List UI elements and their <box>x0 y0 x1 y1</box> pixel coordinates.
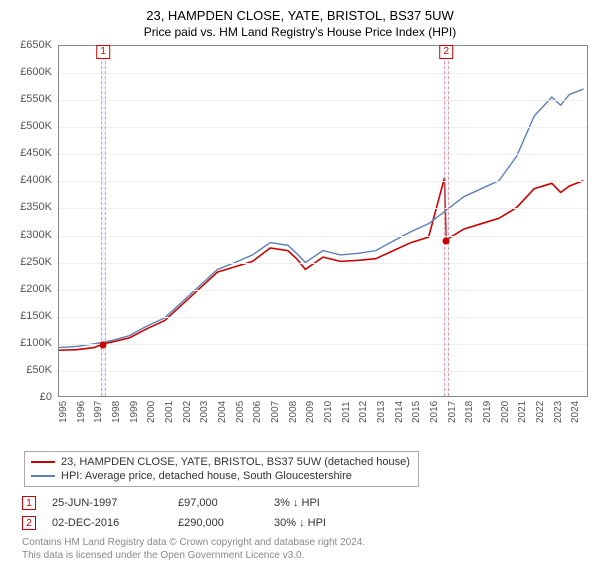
y-tick-label: £100K <box>20 337 52 349</box>
transaction-row: 2 02-DEC-2016 £290,000 30% ↓ HPI <box>22 513 590 533</box>
y-tick-label: £450K <box>20 147 52 159</box>
x-tick-label: 1999 <box>129 401 140 423</box>
gridline <box>59 100 587 101</box>
legend-item: 23, HAMPDEN CLOSE, YATE, BRISTOL, BS37 5… <box>31 455 410 469</box>
transaction-marker-num: 1 <box>22 496 36 510</box>
gridline <box>59 236 587 237</box>
x-tick-label: 2014 <box>394 401 405 423</box>
x-tick-label: 2019 <box>482 401 493 423</box>
y-tick-label: £350K <box>20 201 52 213</box>
transaction-row: 1 25-JUN-1997 £97,000 3% ↓ HPI <box>22 493 590 513</box>
gridline <box>59 263 587 264</box>
gridline <box>59 208 587 209</box>
x-tick-label: 2012 <box>358 401 369 423</box>
x-tick-label: 2015 <box>411 401 422 423</box>
legend-swatch <box>31 475 55 477</box>
gridline <box>59 127 587 128</box>
legend-label: 23, HAMPDEN CLOSE, YATE, BRISTOL, BS37 5… <box>61 456 410 468</box>
marker-band <box>444 46 449 396</box>
x-tick-label: 2004 <box>217 401 228 423</box>
x-axis: 1995 1996 1997 1998 1999 2000 2001 2002 2003 2004… <box>58 397 588 425</box>
transaction-price: £97,000 <box>178 497 258 509</box>
x-tick-label: 2003 <box>199 401 210 423</box>
transaction-marker-num: 2 <box>22 516 36 530</box>
y-tick-label: £500K <box>20 120 52 132</box>
y-tick-label: £0 <box>40 391 52 403</box>
series-line <box>59 178 584 350</box>
x-tick-label: 2007 <box>270 401 281 423</box>
y-tick-label: £650K <box>20 39 52 51</box>
x-tick-label: 2016 <box>429 401 440 423</box>
transactions-list: 1 25-JUN-1997 £97,000 3% ↓ HPI 2 02-DEC-2016 £… <box>22 493 590 533</box>
gridline <box>59 371 587 372</box>
chart-area: £0 £50K £100K £150K £200K £250K £300K £350K £400… <box>10 45 590 425</box>
transaction-diff: 30% ↓ HPI <box>274 517 384 529</box>
x-tick-label: 2010 <box>323 401 334 423</box>
x-tick-label: 1998 <box>111 401 122 423</box>
legend-item: HPI: Average price, detached house, Sout… <box>31 469 410 483</box>
marker-label: 2 <box>439 45 453 59</box>
transaction-diff: 3% ↓ HPI <box>274 497 384 509</box>
y-tick-label: £150K <box>20 310 52 322</box>
y-tick-label: £600K <box>20 66 52 78</box>
y-tick-label: £550K <box>20 93 52 105</box>
x-tick-label: 1996 <box>76 401 87 423</box>
gridline <box>59 317 587 318</box>
transaction-date: 02-DEC-2016 <box>52 517 162 529</box>
gridline <box>59 154 587 155</box>
x-tick-label: 2021 <box>517 401 528 423</box>
y-tick-label: £250K <box>20 256 52 268</box>
marker-dot <box>443 237 450 244</box>
marker-dot <box>100 342 107 349</box>
gridline <box>59 344 587 345</box>
x-tick-label: 2017 <box>447 401 458 423</box>
legend-swatch <box>31 461 55 463</box>
footnote-line-1: Contains HM Land Registry data © Crown c… <box>22 537 590 550</box>
x-tick-label: 1997 <box>93 401 104 423</box>
y-axis: £0£50K£100K£150K£200K£250K£300K£350K£400… <box>10 45 56 397</box>
x-tick-label: 2011 <box>341 401 352 423</box>
x-tick-label: 2001 <box>164 401 175 423</box>
x-tick-label: 1995 <box>58 401 69 423</box>
footnote: Contains HM Land Registry data © Crown c… <box>22 537 590 562</box>
x-tick-label: 2002 <box>182 401 193 423</box>
gridline <box>59 290 587 291</box>
gridline <box>59 181 587 182</box>
x-tick-label: 2009 <box>305 401 316 423</box>
title-line-2: Price paid vs. HM Land Registry's House … <box>10 25 590 39</box>
x-tick-label: 2018 <box>464 401 475 423</box>
x-tick-label: 2000 <box>146 401 157 423</box>
legend-label: HPI: Average price, detached house, Sout… <box>61 470 352 482</box>
title-line-1: 23, HAMPDEN CLOSE, YATE, BRISTOL, BS37 5… <box>10 8 590 23</box>
gridline <box>59 73 587 74</box>
y-tick-label: £50K <box>26 364 52 376</box>
x-tick-label: 2008 <box>288 401 299 423</box>
y-tick-label: £300K <box>20 229 52 241</box>
chart-title: 23, HAMPDEN CLOSE, YATE, BRISTOL, BS37 5… <box>10 8 590 39</box>
legend: 23, HAMPDEN CLOSE, YATE, BRISTOL, BS37 5… <box>24 451 419 487</box>
x-tick-label: 2013 <box>376 401 387 423</box>
x-tick-label: 2022 <box>535 401 546 423</box>
marker-label: 1 <box>96 45 110 59</box>
x-tick-label: 2020 <box>500 401 511 423</box>
x-tick-label: 2024 <box>570 401 581 423</box>
x-tick-label: 2005 <box>235 401 246 423</box>
transaction-price: £290,000 <box>178 517 258 529</box>
footnote-line-2: This data is licensed under the Open Gov… <box>22 550 590 563</box>
y-tick-label: £200K <box>20 283 52 295</box>
plot-area: 12 <box>58 45 588 397</box>
x-tick-label: 2006 <box>252 401 263 423</box>
y-tick-label: £400K <box>20 174 52 186</box>
transaction-date: 25-JUN-1997 <box>52 497 162 509</box>
x-tick-label: 2023 <box>553 401 564 423</box>
